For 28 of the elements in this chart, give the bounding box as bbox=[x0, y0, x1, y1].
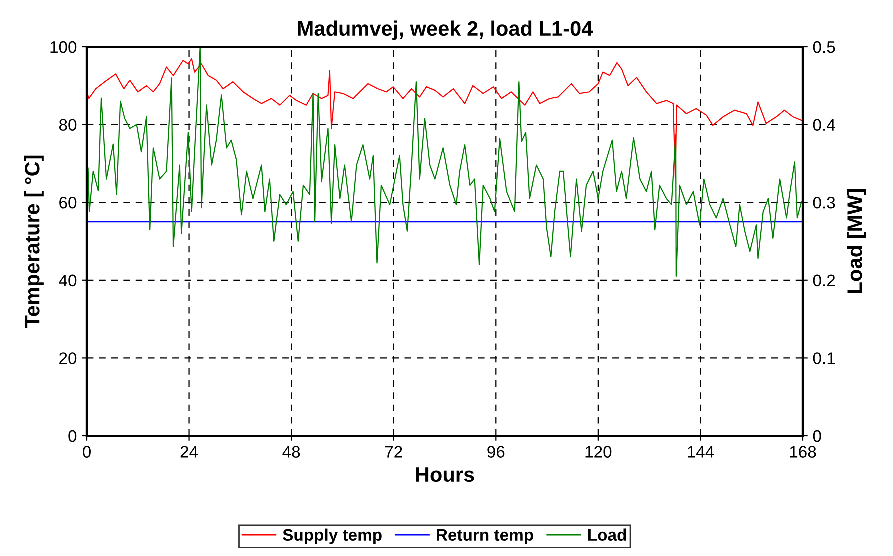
line-series bbox=[87, 58, 802, 180]
y2-tick-label: 0.5 bbox=[813, 41, 836, 54]
legend-label: Supply temp bbox=[283, 528, 382, 544]
y2-tick-label: 0.3 bbox=[813, 197, 836, 209]
y-tick-label: 20 bbox=[60, 352, 77, 364]
x-tick-label: 24 bbox=[180, 446, 198, 458]
y2-tick-label: 0.1 bbox=[813, 352, 836, 364]
y-tick-label: 0 bbox=[68, 430, 77, 442]
y-tick-label: 40 bbox=[59, 274, 77, 287]
chart-title: Madumvej, week 2, load L1-04 bbox=[298, 20, 594, 40]
y-tick-label: 80 bbox=[59, 119, 77, 132]
y2-tick-label: 0.4 bbox=[813, 119, 836, 132]
x-tick-label: 96 bbox=[488, 446, 505, 458]
x-tick-label: 120 bbox=[586, 446, 612, 458]
y2-axis-title: Load [MW] bbox=[847, 189, 866, 294]
x-tick-label: 72 bbox=[385, 446, 402, 458]
legend-label: Return temp bbox=[437, 529, 534, 544]
y2-tick-label: 0 bbox=[813, 430, 822, 442]
x-tick-label: 144 bbox=[688, 446, 714, 458]
x-tick-label: 48 bbox=[282, 446, 300, 458]
x-tick-label: 168 bbox=[790, 446, 816, 458]
y-tick-label: 60 bbox=[60, 197, 77, 209]
y-tick-label: 100 bbox=[50, 41, 77, 54]
legend-label: Load bbox=[588, 528, 626, 542]
y2-tick-label: 0.2 bbox=[813, 274, 836, 287]
x-axis-title: Hours bbox=[416, 468, 474, 482]
x-tick-label: 0 bbox=[83, 446, 91, 458]
y-axis-title: Temperature [ °C] bbox=[24, 156, 44, 328]
